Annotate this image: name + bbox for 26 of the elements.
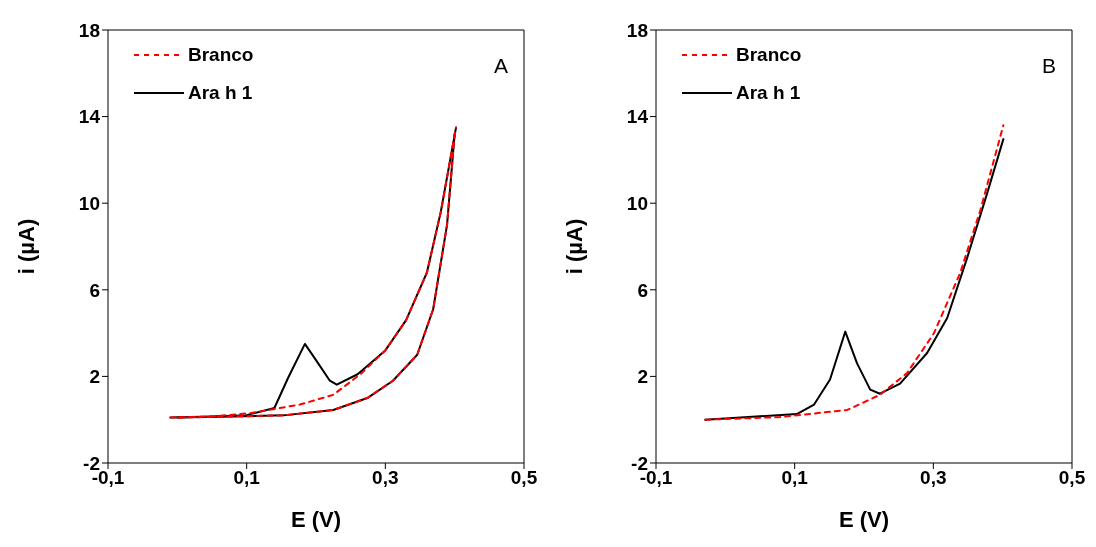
y-tick-label: 10 — [626, 192, 648, 214]
annotation: B — [1041, 54, 1056, 78]
legend-label: Ara h 1 — [736, 82, 801, 104]
y-tick-label: 10 — [78, 192, 100, 214]
y-axis-title: i (µA) — [13, 218, 39, 275]
x-tick-label: 0,1 — [781, 467, 809, 489]
x-axis-title: E (V) — [290, 507, 342, 532]
legend-label: Branco — [736, 44, 802, 66]
legend-label: Branco — [188, 44, 254, 66]
y-tick-label: 6 — [89, 279, 100, 301]
x-axis-title: E (V) — [838, 507, 890, 532]
y-tick-label: 14 — [626, 106, 649, 128]
y-tick-label: 14 — [78, 106, 101, 128]
y-tick-label: 6 — [637, 279, 648, 301]
annotation: A — [493, 54, 508, 78]
x-tick-label: 0,5 — [510, 467, 538, 489]
x-tick-label: 0,3 — [372, 467, 399, 489]
y-tick-label: 18 — [626, 19, 648, 41]
x-tick-label: 0,3 — [920, 467, 947, 489]
y-tick-label: 2 — [89, 366, 100, 388]
legend-label: Ara h 1 — [188, 82, 253, 104]
y-axis-title: i (µA) — [561, 218, 587, 275]
y-tick-label: 2 — [637, 366, 648, 388]
y-tick-label: 18 — [78, 19, 100, 41]
x-tick-label: 0,5 — [1058, 467, 1086, 489]
x-tick-label: 0,1 — [233, 467, 261, 489]
